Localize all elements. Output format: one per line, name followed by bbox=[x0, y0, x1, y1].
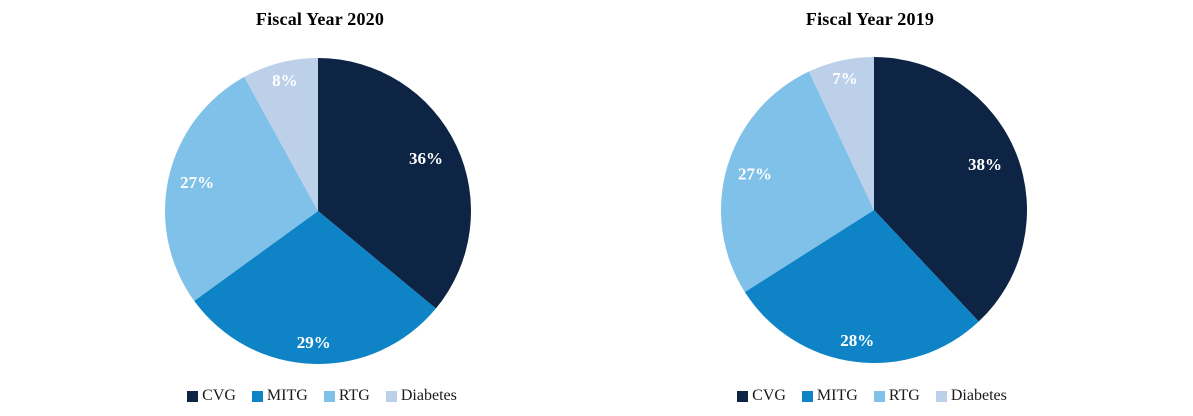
legend-item-diabetes: Diabetes bbox=[935, 387, 1007, 405]
legend-item-diabetes: Diabetes bbox=[385, 387, 457, 405]
legend-item-cvg: CVG bbox=[187, 387, 236, 405]
pie-chart-fy2019: 38% 28% 27% 7% bbox=[721, 57, 1028, 363]
pie-slice-cvg bbox=[318, 58, 472, 309]
legend-label-cvg: CVG bbox=[752, 387, 786, 404]
legend-label-cvg: CVG bbox=[202, 387, 236, 404]
pie-slice-mitg bbox=[194, 211, 436, 365]
pie-slice-mitg bbox=[744, 210, 979, 363]
legend-fy2019: CVG MITG RTG Diabetes bbox=[652, 387, 1092, 405]
slice-label-cvg: 38% bbox=[968, 155, 1002, 174]
legend-item-rtg: RTG bbox=[323, 387, 370, 405]
pie-slice-rtg bbox=[721, 71, 874, 292]
legend-label-mitg: MITG bbox=[816, 387, 858, 404]
pie-slice-rtg bbox=[165, 76, 318, 301]
pie-chart-fy2020: 36% 29% 27% 8% bbox=[165, 58, 472, 365]
legend-label-mitg: MITG bbox=[266, 387, 308, 404]
slice-label-diabetes: 7% bbox=[832, 69, 858, 88]
legend-label-rtg: RTG bbox=[888, 387, 920, 404]
slice-label-cvg: 36% bbox=[409, 149, 443, 168]
legend-swatch-diabetes bbox=[385, 390, 397, 402]
legend-swatch-cvg bbox=[737, 390, 749, 402]
pie-slice-cvg bbox=[874, 57, 1028, 322]
legend-label-rtg: RTG bbox=[338, 387, 370, 404]
chart-title-fy2019: Fiscal Year 2019 bbox=[805, 9, 935, 29]
legend-item-mitg: MITG bbox=[251, 387, 308, 405]
slice-label-mitg: 29% bbox=[297, 333, 331, 352]
slice-label-mitg: 28% bbox=[840, 331, 874, 350]
legend-swatch-rtg bbox=[873, 390, 885, 402]
legend-swatch-mitg bbox=[801, 390, 813, 402]
legend-label-diabetes: Diabetes bbox=[950, 387, 1007, 404]
legend-swatch-rtg bbox=[323, 390, 335, 402]
legend-label-diabetes: Diabetes bbox=[400, 387, 457, 404]
slice-label-diabetes: 8% bbox=[272, 71, 298, 90]
pie-slice-diabetes bbox=[244, 58, 318, 211]
legend-item-cvg: CVG bbox=[737, 387, 786, 405]
legend-fy2020: CVG MITG RTG Diabetes bbox=[102, 387, 542, 405]
legend-swatch-diabetes bbox=[935, 390, 947, 402]
legend-item-mitg: MITG bbox=[801, 387, 858, 405]
legend-swatch-mitg bbox=[251, 390, 263, 402]
legend-item-rtg: RTG bbox=[873, 387, 920, 405]
legend-swatch-cvg bbox=[187, 390, 199, 402]
slice-label-rtg: 27% bbox=[738, 164, 772, 183]
pie-slice-diabetes bbox=[808, 57, 874, 210]
slice-label-rtg: 27% bbox=[180, 173, 214, 192]
chart-title-fy2020: Fiscal Year 2020 bbox=[255, 9, 385, 29]
